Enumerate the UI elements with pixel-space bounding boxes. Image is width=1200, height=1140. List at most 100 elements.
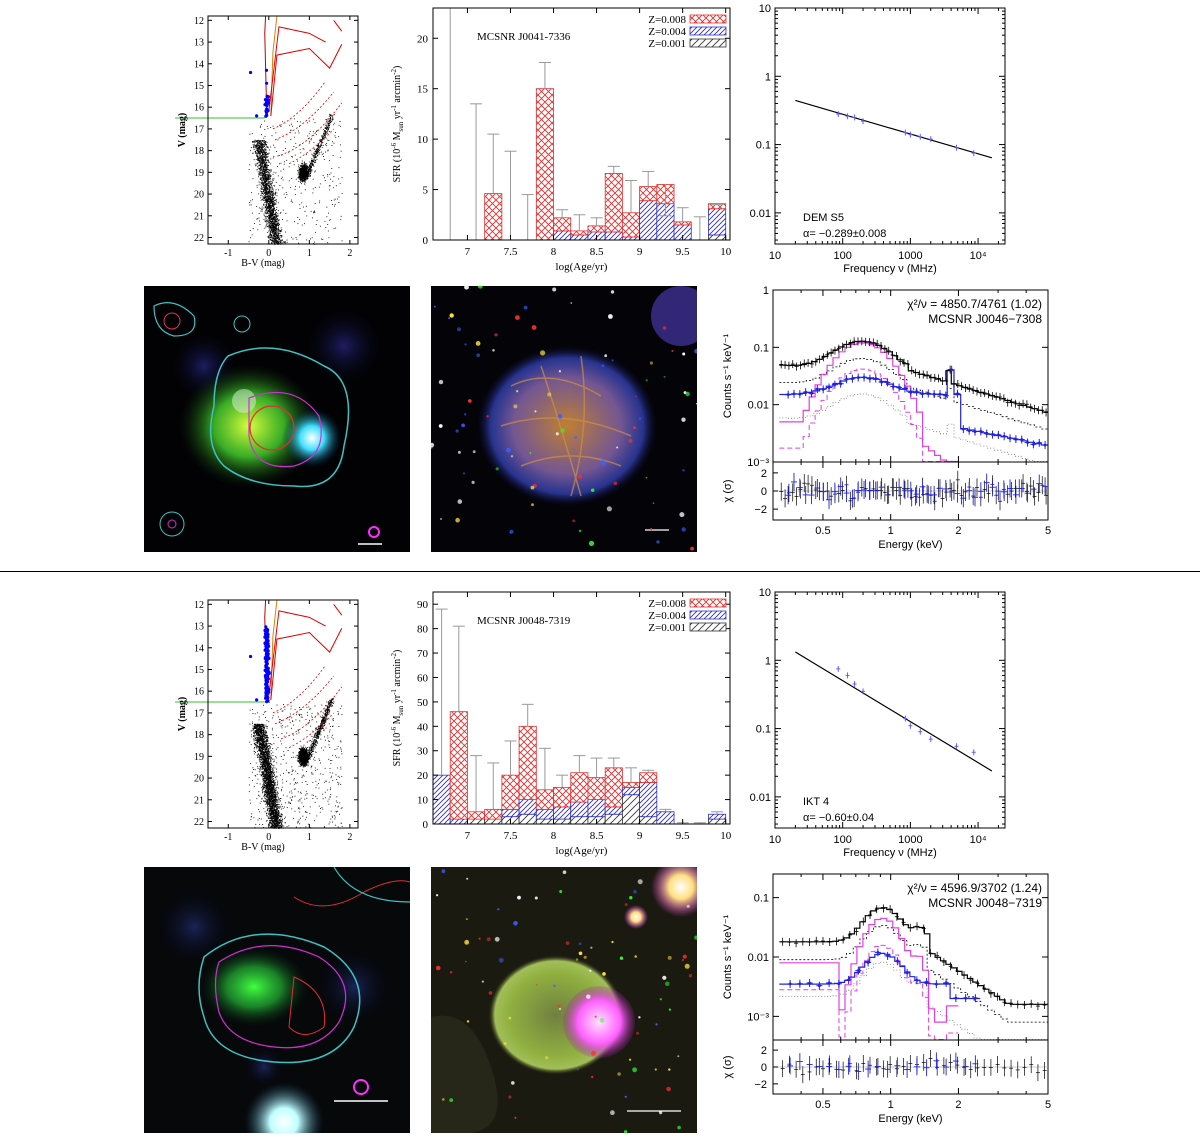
sfr-ytick: 30	[417, 746, 429, 758]
multiwave-image-2a	[144, 867, 410, 1133]
xray-xtick: 2	[955, 525, 961, 537]
cmd-xtick: 1	[307, 248, 312, 259]
sfr-bar	[570, 816, 589, 825]
xray-data-points	[780, 904, 1047, 1011]
sfr-xlabel: log(Age/yr)	[556, 845, 608, 857]
row-divider	[0, 571, 1200, 572]
sfr-frame	[432, 7, 731, 241]
radio-xtick: 100	[834, 250, 852, 262]
sfr-bar	[708, 818, 727, 825]
cmd-ytick: 15	[194, 665, 204, 676]
cmd-ylabel: V (mag)	[177, 113, 188, 148]
sfr-bar	[587, 225, 606, 233]
isochrones	[264, 599, 343, 749]
sfr-ytick: 10	[417, 134, 429, 146]
sfr-legend-label: Z=0.004	[648, 610, 686, 622]
xray-xlabel: Energy (keV)	[878, 539, 942, 551]
sfr-ylabel: SFR (10-6 Msun yr-1 arcmin-2)	[390, 650, 405, 767]
young-stars	[248, 68, 270, 118]
cmd-xlabel: B-V (mag)	[241, 258, 284, 269]
cmd-ytick: 13	[194, 622, 204, 633]
sfr-bar	[570, 230, 589, 236]
sfr-bar	[553, 786, 572, 808]
sfr-bar	[467, 811, 486, 820]
radio-xtick: 10	[769, 250, 781, 262]
sfr-ytick: 15	[417, 84, 429, 96]
cmd-ylabel: V (mag)	[177, 697, 188, 732]
cmd-plot-2: 12 13 14 15 16 17 18 19 20 21 22 -1 0 1 2 B-V (mag) V (m…	[175, 588, 365, 860]
sfr-frame	[432, 591, 731, 825]
sfr-bars	[432, 608, 727, 825]
sfr-xtick: 9	[637, 830, 643, 842]
sfr-title: MCSNR J0048-7319	[477, 615, 571, 627]
xray-ytick: 10⁻³	[747, 457, 769, 469]
radio-ytick: 0.01	[750, 208, 771, 220]
sfr-ytick: 70	[417, 648, 429, 660]
sfr-bar	[604, 813, 623, 825]
xray-xtick: 5	[1045, 525, 1051, 537]
radio-xtick: 100	[834, 834, 852, 846]
sfr-xtick: 7	[465, 246, 471, 258]
sfr-legend-label: Z=0.001	[648, 622, 686, 634]
sfr-xtick: 7.5	[504, 830, 518, 842]
radio-points	[836, 111, 976, 157]
sfr-bar	[449, 711, 468, 820]
cmd-ytick: 14	[194, 59, 204, 70]
sfr-bar	[535, 88, 554, 241]
sfr-bar	[535, 789, 554, 810]
sfr-ytick: 80	[417, 624, 429, 636]
sfr-legend-swatch	[689, 14, 727, 24]
sfr-ytick: 0	[423, 819, 429, 831]
sfr-ytick: 60	[417, 672, 429, 684]
sfr-bar	[570, 772, 589, 803]
radio-xlabel: Frequency ν (MHz)	[843, 263, 937, 275]
cmd-ytick: 15	[194, 81, 204, 92]
sfr-bar	[639, 782, 658, 818]
radio-alpha: α= −0.289±0.008	[803, 228, 886, 240]
cmd-xtick: 2	[347, 832, 352, 843]
sfr-ytick: 20	[417, 770, 429, 782]
cmd-xtick: 1	[307, 832, 312, 843]
sfr-ytick: 5	[423, 185, 429, 197]
xray-ylabel: Counts s⁻¹ keV⁻¹	[722, 333, 734, 418]
sfr-xtick: 7	[465, 830, 471, 842]
sfr-bar	[570, 801, 589, 818]
cmd-xtick: 0	[266, 832, 271, 843]
sfr-ytick: 20	[417, 33, 429, 45]
sfr-bar	[621, 212, 641, 238]
sfr-bar	[535, 808, 554, 820]
sfr-bar	[604, 173, 623, 233]
star-field	[435, 869, 697, 1133]
radio-points	[836, 665, 976, 756]
sfr-legend-label: Z=0.004	[648, 26, 686, 38]
xray-xtick: 1	[888, 1099, 894, 1111]
sfr-bar	[708, 813, 727, 820]
radio-xtick: 10	[769, 834, 781, 846]
sfr-bar	[501, 808, 520, 818]
xray-xtick: 0.5	[815, 525, 830, 537]
sfr-bar	[449, 818, 468, 825]
xray-xtick: 2	[955, 1099, 961, 1111]
sfr-bar	[484, 193, 503, 241]
multiwave-image-1b	[431, 286, 697, 552]
xray-resid-label: χ (σ)	[722, 480, 734, 503]
cmd-ytick: 16	[194, 687, 204, 698]
xray-resid-tick: 0	[761, 1062, 767, 1074]
radio-ytick: 0.1	[756, 140, 771, 152]
radio-xtick: 10⁴	[970, 250, 987, 262]
radio-xlabel: Frequency ν (MHz)	[843, 847, 937, 859]
radio-xtick: 1000	[898, 834, 922, 846]
xray-chi-label: χ²/ν = 4850.7/4761 (1.02)	[907, 297, 1042, 311]
xray-ytick: 0.1	[754, 893, 769, 905]
xray-spectrum-2: 0.5 1 2 5 Energy (keV) 0.1 0.01 10⁻³ 2 0 −2 Counts …	[715, 866, 1055, 1138]
cmd-ytick: 12	[194, 600, 204, 611]
radio-ytick: 1	[765, 655, 771, 667]
xray-ytick: 0.01	[748, 952, 769, 964]
sfr-ytick: 40	[417, 721, 429, 733]
sfr-xtick: 9	[637, 246, 643, 258]
sfr-bar	[518, 725, 537, 800]
cmd-ytick: 19	[194, 168, 204, 179]
xray-resid-tick: 0	[761, 486, 767, 498]
